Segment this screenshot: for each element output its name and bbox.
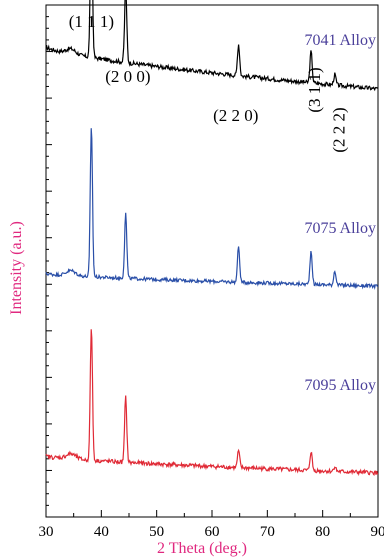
labels-layer: 7041 Alloy 7075 Alloy 7095 Alloy (1 1 1) (2 … [69, 12, 376, 394]
series-label: 7095 Alloy [304, 377, 376, 394]
x-tick-label: 40 [94, 524, 109, 540]
y-axis-ticks [46, 16, 52, 506]
series-layer [45, 0, 379, 477]
peak-label: (3 1 1) [305, 67, 324, 112]
peak-label: (2 2 2) [330, 107, 349, 152]
x-axis-title: 2 Theta (deg.) [157, 540, 247, 557]
x-tick-label: 70 [260, 524, 275, 540]
x-tick-label: 90 [371, 524, 384, 540]
series-line-1 [45, 0, 379, 92]
x-tick-label: 80 [315, 524, 330, 540]
series-line-3 [45, 329, 379, 477]
x-tick-label: 30 [39, 524, 54, 540]
x-tick-label: 50 [149, 524, 164, 540]
peak-label: (2 0 0) [105, 67, 150, 86]
peak-label: (1 1 1) [69, 12, 114, 31]
plot-area [45, 4, 379, 518]
series-label: 7075 Alloy [304, 220, 376, 237]
peak-label: (2 2 0) [213, 106, 258, 125]
x-tick-label: 60 [205, 524, 220, 540]
y-axis-title: Intensity (a.u.) [8, 221, 25, 315]
series-line-2 [45, 128, 379, 290]
plot-frame [45, 4, 379, 518]
x-axis: 30 40 50 60 70 80 90 [39, 510, 384, 540]
series-label: 7041 Alloy [304, 32, 376, 49]
